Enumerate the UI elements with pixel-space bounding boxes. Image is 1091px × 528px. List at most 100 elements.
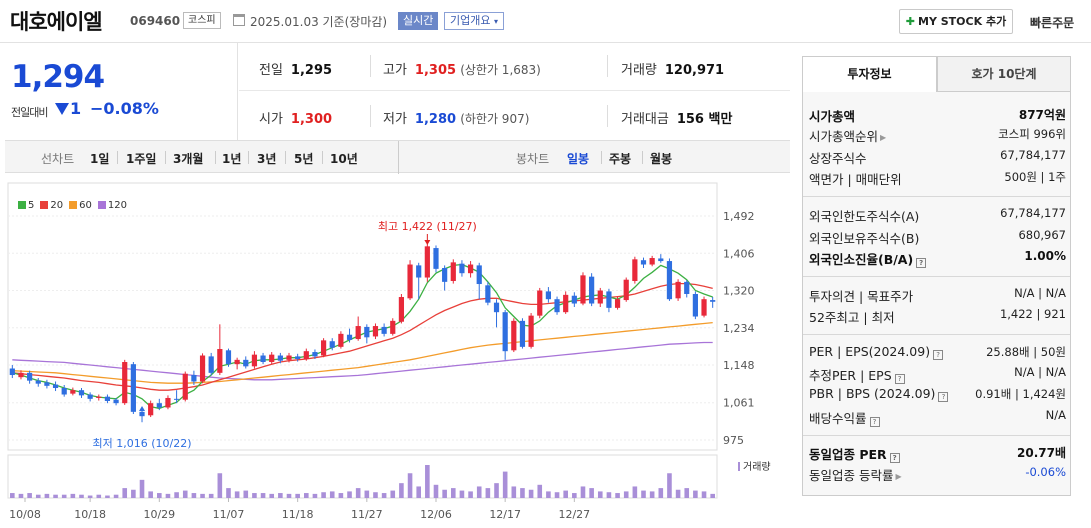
- x-tick-label: 10/08: [9, 508, 41, 521]
- volume-bar: [649, 491, 655, 498]
- volume-bar: [364, 490, 370, 498]
- divider: [117, 151, 118, 164]
- candle-body: [416, 265, 422, 278]
- x-tick-label: 10/18: [74, 508, 106, 521]
- volume-bar: [701, 491, 707, 498]
- candle-body: [182, 373, 188, 400]
- candle-monthly[interactable]: 월봉: [650, 152, 673, 166]
- price-chart[interactable]: 5 20 60 120 1,492 1,406 1,320 1,234 1,148 1,061 9…: [5, 173, 790, 528]
- candle-body: [424, 246, 430, 278]
- row-value: N/A | N/A: [1014, 365, 1066, 379]
- stat-value: 1,280: [414, 112, 457, 127]
- row-foreign-rate: 외국인소진율(B/A)? 1.00%: [809, 249, 1066, 269]
- help-icon[interactable]: ?: [933, 350, 944, 360]
- moving-average-ma60: [12, 321, 713, 384]
- volume-bar: [528, 489, 534, 498]
- stat-prev-close: 전일 1,295: [259, 59, 332, 78]
- volume-bar: [468, 491, 473, 498]
- stat-label: 시가: [259, 112, 283, 127]
- volume-bar: [10, 493, 15, 498]
- help-icon[interactable]: ?: [894, 374, 905, 384]
- volume-bar: [182, 490, 188, 498]
- divider: [398, 141, 399, 174]
- row-par: 액면가 | 매매단위 500원 | 1주: [809, 169, 1066, 189]
- tab-invest-info[interactable]: 투자정보: [802, 56, 937, 92]
- volume-bar: [200, 493, 205, 498]
- cap-rank-label: 시가총액순위: [809, 129, 879, 144]
- candle-daily[interactable]: 일봉: [567, 152, 590, 166]
- help-icon[interactable]: ?: [938, 392, 949, 402]
- volume-bar: [373, 492, 378, 498]
- row-key: 외국인소진율(B/A)?: [809, 249, 927, 268]
- candle-body: [174, 398, 180, 400]
- volume-bar: [105, 495, 110, 498]
- volume-bar: [597, 491, 603, 498]
- legend-swatch: [97, 201, 106, 209]
- volume-bar: [390, 490, 396, 498]
- period-10y[interactable]: 10년: [330, 152, 358, 166]
- period-5y[interactable]: 5년: [294, 152, 314, 166]
- row-market-cap: 시가총액 877억원: [809, 106, 1066, 126]
- candle-body: [658, 258, 664, 262]
- volume-bar: [286, 493, 292, 498]
- x-tick-label: 11/27: [351, 508, 383, 521]
- x-tick-label: 12/06: [420, 508, 452, 521]
- volume-bar: [131, 489, 136, 498]
- volume-bar: [260, 493, 266, 498]
- candle-body: [346, 334, 353, 340]
- upper-limit: (상한가 1,683): [460, 63, 541, 77]
- period-3y[interactable]: 3년: [257, 152, 277, 166]
- volume-bar: [79, 494, 84, 498]
- row-value: -0.06%: [1025, 465, 1066, 479]
- chevron-right-icon[interactable]: ▶: [895, 472, 902, 481]
- tab-quote-10[interactable]: 호가 10단계: [937, 56, 1071, 92]
- y-tick-label: 1,234: [723, 322, 755, 335]
- help-icon[interactable]: ?: [916, 258, 927, 268]
- candle-body: [407, 264, 413, 299]
- realtime-button[interactable]: 실시간: [398, 12, 439, 30]
- chart-legend: 5 20 60 120: [12, 200, 127, 211]
- candle-body: [450, 262, 456, 281]
- stat-value: 1,295: [290, 63, 333, 78]
- candlestick-chart[interactable]: 1,492 1,406 1,320 1,234 1,148 1,061 975 거래량 10/0…: [5, 173, 790, 528]
- volume-bar: [347, 491, 352, 498]
- volume-bar: [623, 491, 629, 498]
- help-icon[interactable]: ?: [889, 453, 900, 463]
- volume-bar: [502, 471, 508, 498]
- y-tick-label: 1,148: [723, 359, 755, 372]
- help-icon[interactable]: ?: [869, 417, 880, 427]
- quick-order-link[interactable]: 빠른주문: [1030, 16, 1075, 30]
- volume-bar: [589, 488, 594, 498]
- x-tick-label: 12/27: [558, 508, 590, 521]
- company-info-dropdown[interactable]: 기업개요 ▾: [444, 12, 504, 30]
- candle-body: [710, 300, 716, 302]
- volume-bar: [278, 493, 283, 498]
- period-1w[interactable]: 1주일: [126, 152, 157, 166]
- period-3m[interactable]: 3개월: [173, 152, 204, 166]
- candle-body: [312, 352, 318, 357]
- add-mystock-button[interactable]: ✚ MY STOCK 추가: [899, 9, 1013, 34]
- row-value: 코스피 996위: [998, 127, 1066, 141]
- period-1d[interactable]: 1일: [90, 152, 110, 166]
- divider: [370, 105, 371, 127]
- volume-bar: [675, 489, 681, 498]
- price-stats: 전일 1,295 고가 1,305 (상한가 1,683) 거래량 120,971 시…: [239, 43, 790, 140]
- stock-header: 대호에이엘 069460 코스피 2025.01.03 기준(장마감) 실시간 …: [0, 0, 1091, 43]
- volume-bar: [442, 489, 447, 498]
- y-tick-label: 1,320: [723, 285, 755, 298]
- candle-body: [61, 388, 67, 395]
- row-key: 추정PER | EPS?: [809, 365, 905, 384]
- legend-label: 60: [79, 200, 92, 211]
- candle-body: [96, 396, 102, 398]
- candle-body: [701, 299, 707, 316]
- row-value: 0.91배 | 1,424원: [975, 387, 1066, 401]
- row-value: 680,967: [1018, 228, 1066, 242]
- candle-body: [623, 279, 629, 301]
- candle-body: [87, 394, 93, 399]
- candle-weekly[interactable]: 주봉: [609, 152, 632, 166]
- volume-bar: [329, 491, 335, 498]
- candle-body: [320, 340, 327, 356]
- period-1y[interactable]: 1년: [222, 152, 242, 166]
- chevron-right-icon[interactable]: ▶: [880, 133, 887, 142]
- row-key: 외국인한도주식수(A): [809, 209, 920, 224]
